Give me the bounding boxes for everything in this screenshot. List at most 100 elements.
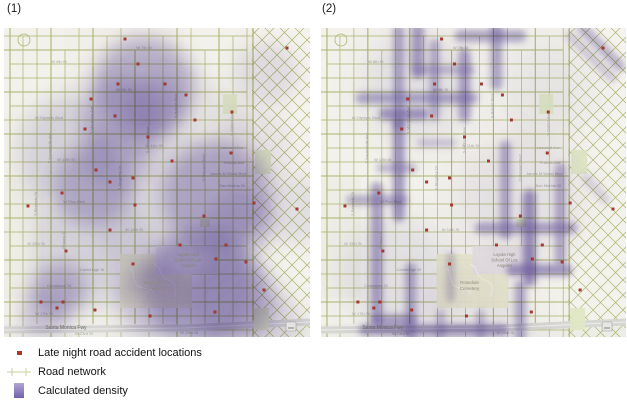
accident-point <box>184 93 188 97</box>
accident-point <box>136 62 140 66</box>
accident-point <box>229 151 233 155</box>
accident-point <box>61 300 65 304</box>
svg-text:W 14th St: W 14th St <box>442 227 460 232</box>
map-label: Cemetery <box>143 286 163 291</box>
accident-point <box>89 97 93 101</box>
accident-point <box>295 207 299 211</box>
scale-icon <box>285 321 297 332</box>
accident-point <box>487 159 490 163</box>
accident-point <box>381 249 385 253</box>
accident-point <box>546 110 550 114</box>
accident-point <box>39 300 43 304</box>
accident-point <box>148 314 152 318</box>
accident-point <box>518 214 522 218</box>
scale-icon <box>601 321 613 332</box>
accident-point <box>465 314 468 318</box>
accident-point <box>430 114 434 118</box>
accident-point <box>529 310 533 314</box>
accident-point <box>93 308 97 312</box>
accident-point <box>560 260 564 264</box>
accident-point <box>163 82 167 86</box>
legend-label-density: Calculated density <box>38 384 128 397</box>
svg-text:S Hobart Blvd: S Hobart Blvd <box>489 94 494 119</box>
accident-point <box>450 203 454 207</box>
accident-point <box>252 201 256 205</box>
svg-text:W 12th St: W 12th St <box>374 157 392 162</box>
accident-point <box>545 151 549 155</box>
accident-point <box>146 135 150 139</box>
svg-text:W 11th St: W 11th St <box>462 143 480 148</box>
accident-point <box>530 257 534 261</box>
accident-point <box>494 243 498 247</box>
accident-point <box>123 37 127 41</box>
accident-point <box>113 114 117 118</box>
map-label: Rosedale <box>143 280 163 285</box>
accident-point <box>343 204 347 208</box>
accident-point <box>202 214 206 218</box>
accident-point <box>509 118 513 122</box>
legend-label-accidents: Late night road accident locations <box>38 346 202 359</box>
accident-point <box>193 118 197 122</box>
accident-point <box>230 110 234 114</box>
accident-point <box>133 203 137 207</box>
svg-text:W Olympic Blvd: W Olympic Blvd <box>352 115 380 120</box>
accident-point <box>170 159 174 163</box>
accident-point <box>244 260 248 264</box>
map-label: Angeles <box>180 263 195 268</box>
accident-point <box>178 243 182 247</box>
accident-point <box>568 201 572 205</box>
accident-point <box>440 37 444 41</box>
accident-point <box>480 82 483 86</box>
map-label: Loyola High <box>493 252 516 257</box>
accident-point <box>214 257 218 261</box>
accident-point <box>108 228 112 232</box>
legend-item-road-network: Road network <box>0 362 202 381</box>
svg-text:W 8th St: W 8th St <box>51 59 67 64</box>
accident-point <box>108 180 112 184</box>
accident-point <box>448 262 452 266</box>
map-label: Loyola High <box>177 252 200 257</box>
accident-point <box>411 168 415 172</box>
accident-point <box>285 46 289 50</box>
map-canvas-network: W 7th StW 8th StW 9th StW Olympic BlvdW … <box>321 28 626 337</box>
panel-2-label: (2) <box>322 3 337 15</box>
map-label: Angeles <box>497 263 512 268</box>
accident-point <box>262 288 266 292</box>
accident-point <box>131 176 135 180</box>
accident-point <box>611 207 615 211</box>
map-label: Cemetery <box>460 286 480 291</box>
accident-point <box>433 82 437 86</box>
accident-point <box>601 46 605 50</box>
accident-point <box>540 243 544 247</box>
panel-1-label: (1) <box>7 3 22 15</box>
svg-text:S Kingsley Dr: S Kingsley Dr <box>434 165 439 190</box>
svg-text:W 23rd St: W 23rd St <box>75 331 94 336</box>
accident-point <box>60 191 64 195</box>
kernel-density-layer <box>14 36 310 337</box>
accident-point <box>83 127 87 131</box>
map-label: Santa Monica Fwy <box>362 325 403 331</box>
accident-point <box>377 191 381 195</box>
accident-point <box>116 82 120 86</box>
accident-point <box>64 249 68 253</box>
accident-point <box>94 168 98 172</box>
network-density-layer <box>340 28 626 337</box>
accident-point <box>224 243 228 247</box>
accident-point <box>400 127 404 131</box>
map-canvas-kernel: W 7th StW 8th StW 9th StW Olympic BlvdW … <box>4 28 310 337</box>
svg-text:S Normandie Ave: S Normandie Ave <box>364 132 369 164</box>
legend: Late night road accident locations Road … <box>0 343 202 400</box>
accident-point <box>378 300 382 304</box>
map-label: Santa Monica Fwy <box>45 325 87 331</box>
svg-text:W 7th St: W 7th St <box>453 45 469 50</box>
accident-point <box>26 204 30 208</box>
map-label: School Of Los <box>175 258 201 263</box>
accident-point <box>356 300 360 304</box>
accident-point <box>410 308 414 312</box>
accident-point <box>463 135 466 139</box>
density-patch-icon <box>14 383 24 398</box>
accident-point <box>453 62 457 66</box>
map-panel-network-density: W 7th St W 8th St W 9th St W Olympic Blvd W … <box>321 28 626 337</box>
